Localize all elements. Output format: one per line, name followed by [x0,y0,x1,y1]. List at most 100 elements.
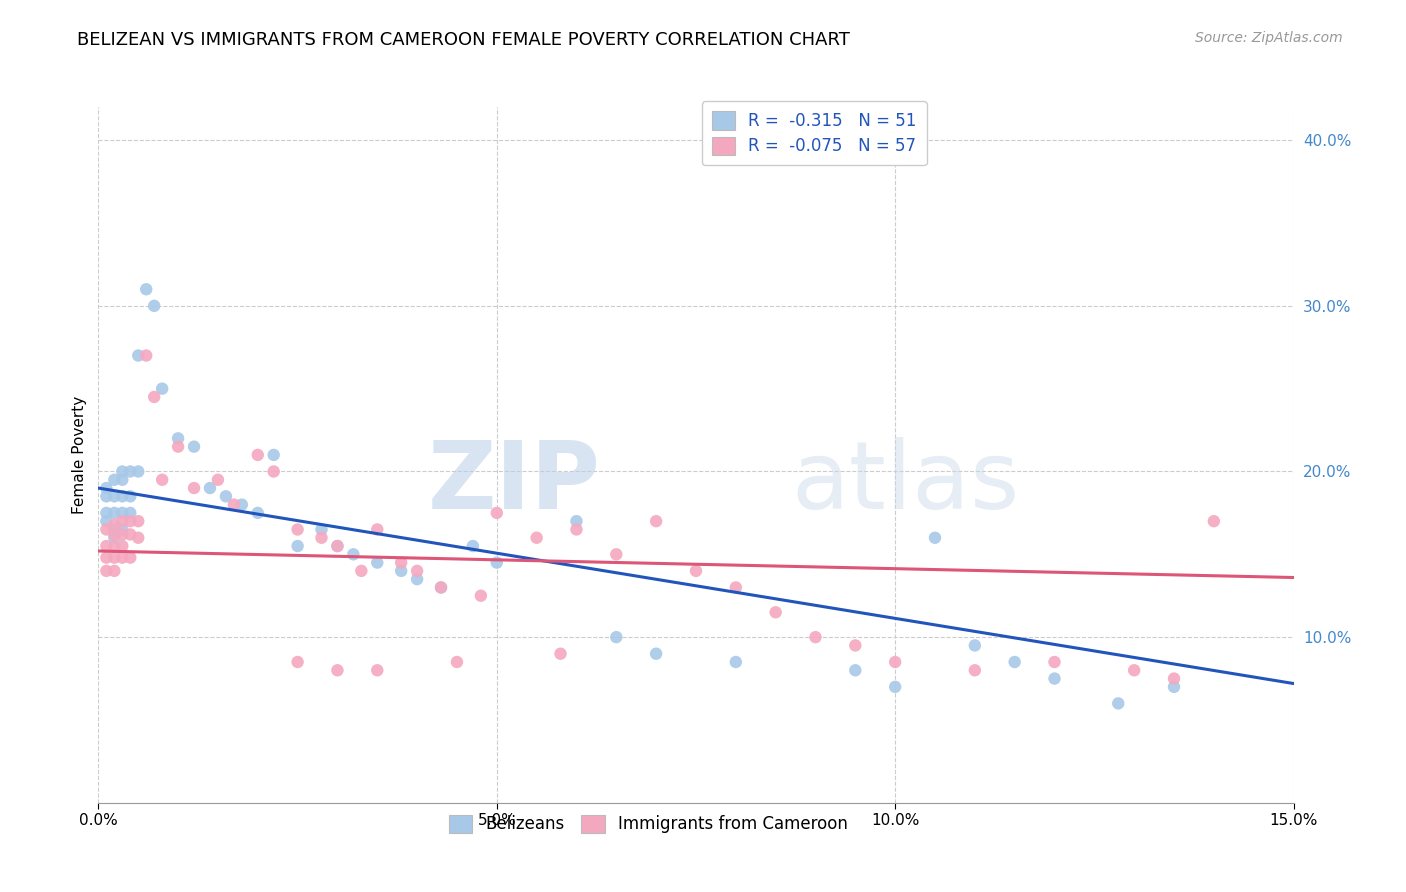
Point [246,506,269,520]
Point [287,523,309,537]
Point [430,581,453,595]
Point [167,431,190,445]
Point [150,382,173,396]
Point [550,647,572,661]
Point [198,481,221,495]
Point [111,539,134,553]
Point [103,539,125,553]
Point [111,550,134,565]
Point [430,581,453,595]
Point [111,489,134,503]
Point [246,448,269,462]
Point [724,581,747,595]
Point [135,349,157,363]
Point [96,489,118,503]
Point [167,440,190,454]
Point [287,539,309,553]
Point [963,663,986,677]
Point [183,440,205,454]
Point [406,564,429,578]
Point [366,523,388,537]
Point [96,481,118,495]
Point [215,489,238,503]
Point [120,514,142,528]
Point [183,481,205,495]
Point [96,514,118,528]
Point [485,556,508,570]
Point [103,473,125,487]
Point [103,489,125,503]
Point [406,572,429,586]
Point [111,506,134,520]
Point [143,390,166,404]
Point [120,465,142,479]
Point [207,473,229,487]
Point [311,531,333,545]
Point [470,589,492,603]
Point [924,531,946,545]
Point [844,663,866,677]
Point [1163,672,1185,686]
Y-axis label: Female Poverty: Female Poverty [72,396,87,514]
Point [366,556,388,570]
Point [389,564,412,578]
Point [120,489,142,503]
Point [127,349,149,363]
Point [350,564,373,578]
Point [103,523,125,537]
Text: BELIZEAN VS IMMIGRANTS FROM CAMEROON FEMALE POVERTY CORRELATION CHART: BELIZEAN VS IMMIGRANTS FROM CAMEROON FEM… [77,31,851,49]
Point [605,630,627,644]
Point [884,655,907,669]
Point [1163,680,1185,694]
Point [127,514,149,528]
Point [263,465,285,479]
Point [111,523,134,537]
Point [884,680,907,694]
Text: ZIP: ZIP [427,437,600,529]
Point [685,564,707,578]
Point [120,506,142,520]
Point [804,630,827,644]
Point [96,539,118,553]
Point [103,517,125,532]
Point [143,299,166,313]
Point [645,647,668,661]
Point [326,539,349,553]
Point [1107,697,1129,711]
Point [96,523,118,537]
Point [103,564,125,578]
Point [120,550,142,565]
Point [103,506,125,520]
Point [111,527,134,541]
Point [1043,655,1066,669]
Point [1202,514,1225,528]
Point [263,448,285,462]
Text: Source: ZipAtlas.com: Source: ZipAtlas.com [1195,31,1343,45]
Point [120,527,142,541]
Point [127,531,149,545]
Point [963,639,986,653]
Point [150,473,173,487]
Point [326,663,349,677]
Point [342,547,364,561]
Point [446,655,468,669]
Point [127,465,149,479]
Point [96,550,118,565]
Point [222,498,245,512]
Point [1004,655,1026,669]
Point [96,564,118,578]
Point [287,655,309,669]
Point [111,514,134,528]
Point [605,547,627,561]
Legend: Belizeans, Immigrants from Cameroon: Belizeans, Immigrants from Cameroon [439,805,858,843]
Point [724,655,747,669]
Point [461,539,484,553]
Point [485,506,508,520]
Point [103,531,125,545]
Point [565,523,588,537]
Point [526,531,548,545]
Text: atlas: atlas [792,437,1019,529]
Point [1043,672,1066,686]
Point [389,556,412,570]
Point [135,282,157,296]
